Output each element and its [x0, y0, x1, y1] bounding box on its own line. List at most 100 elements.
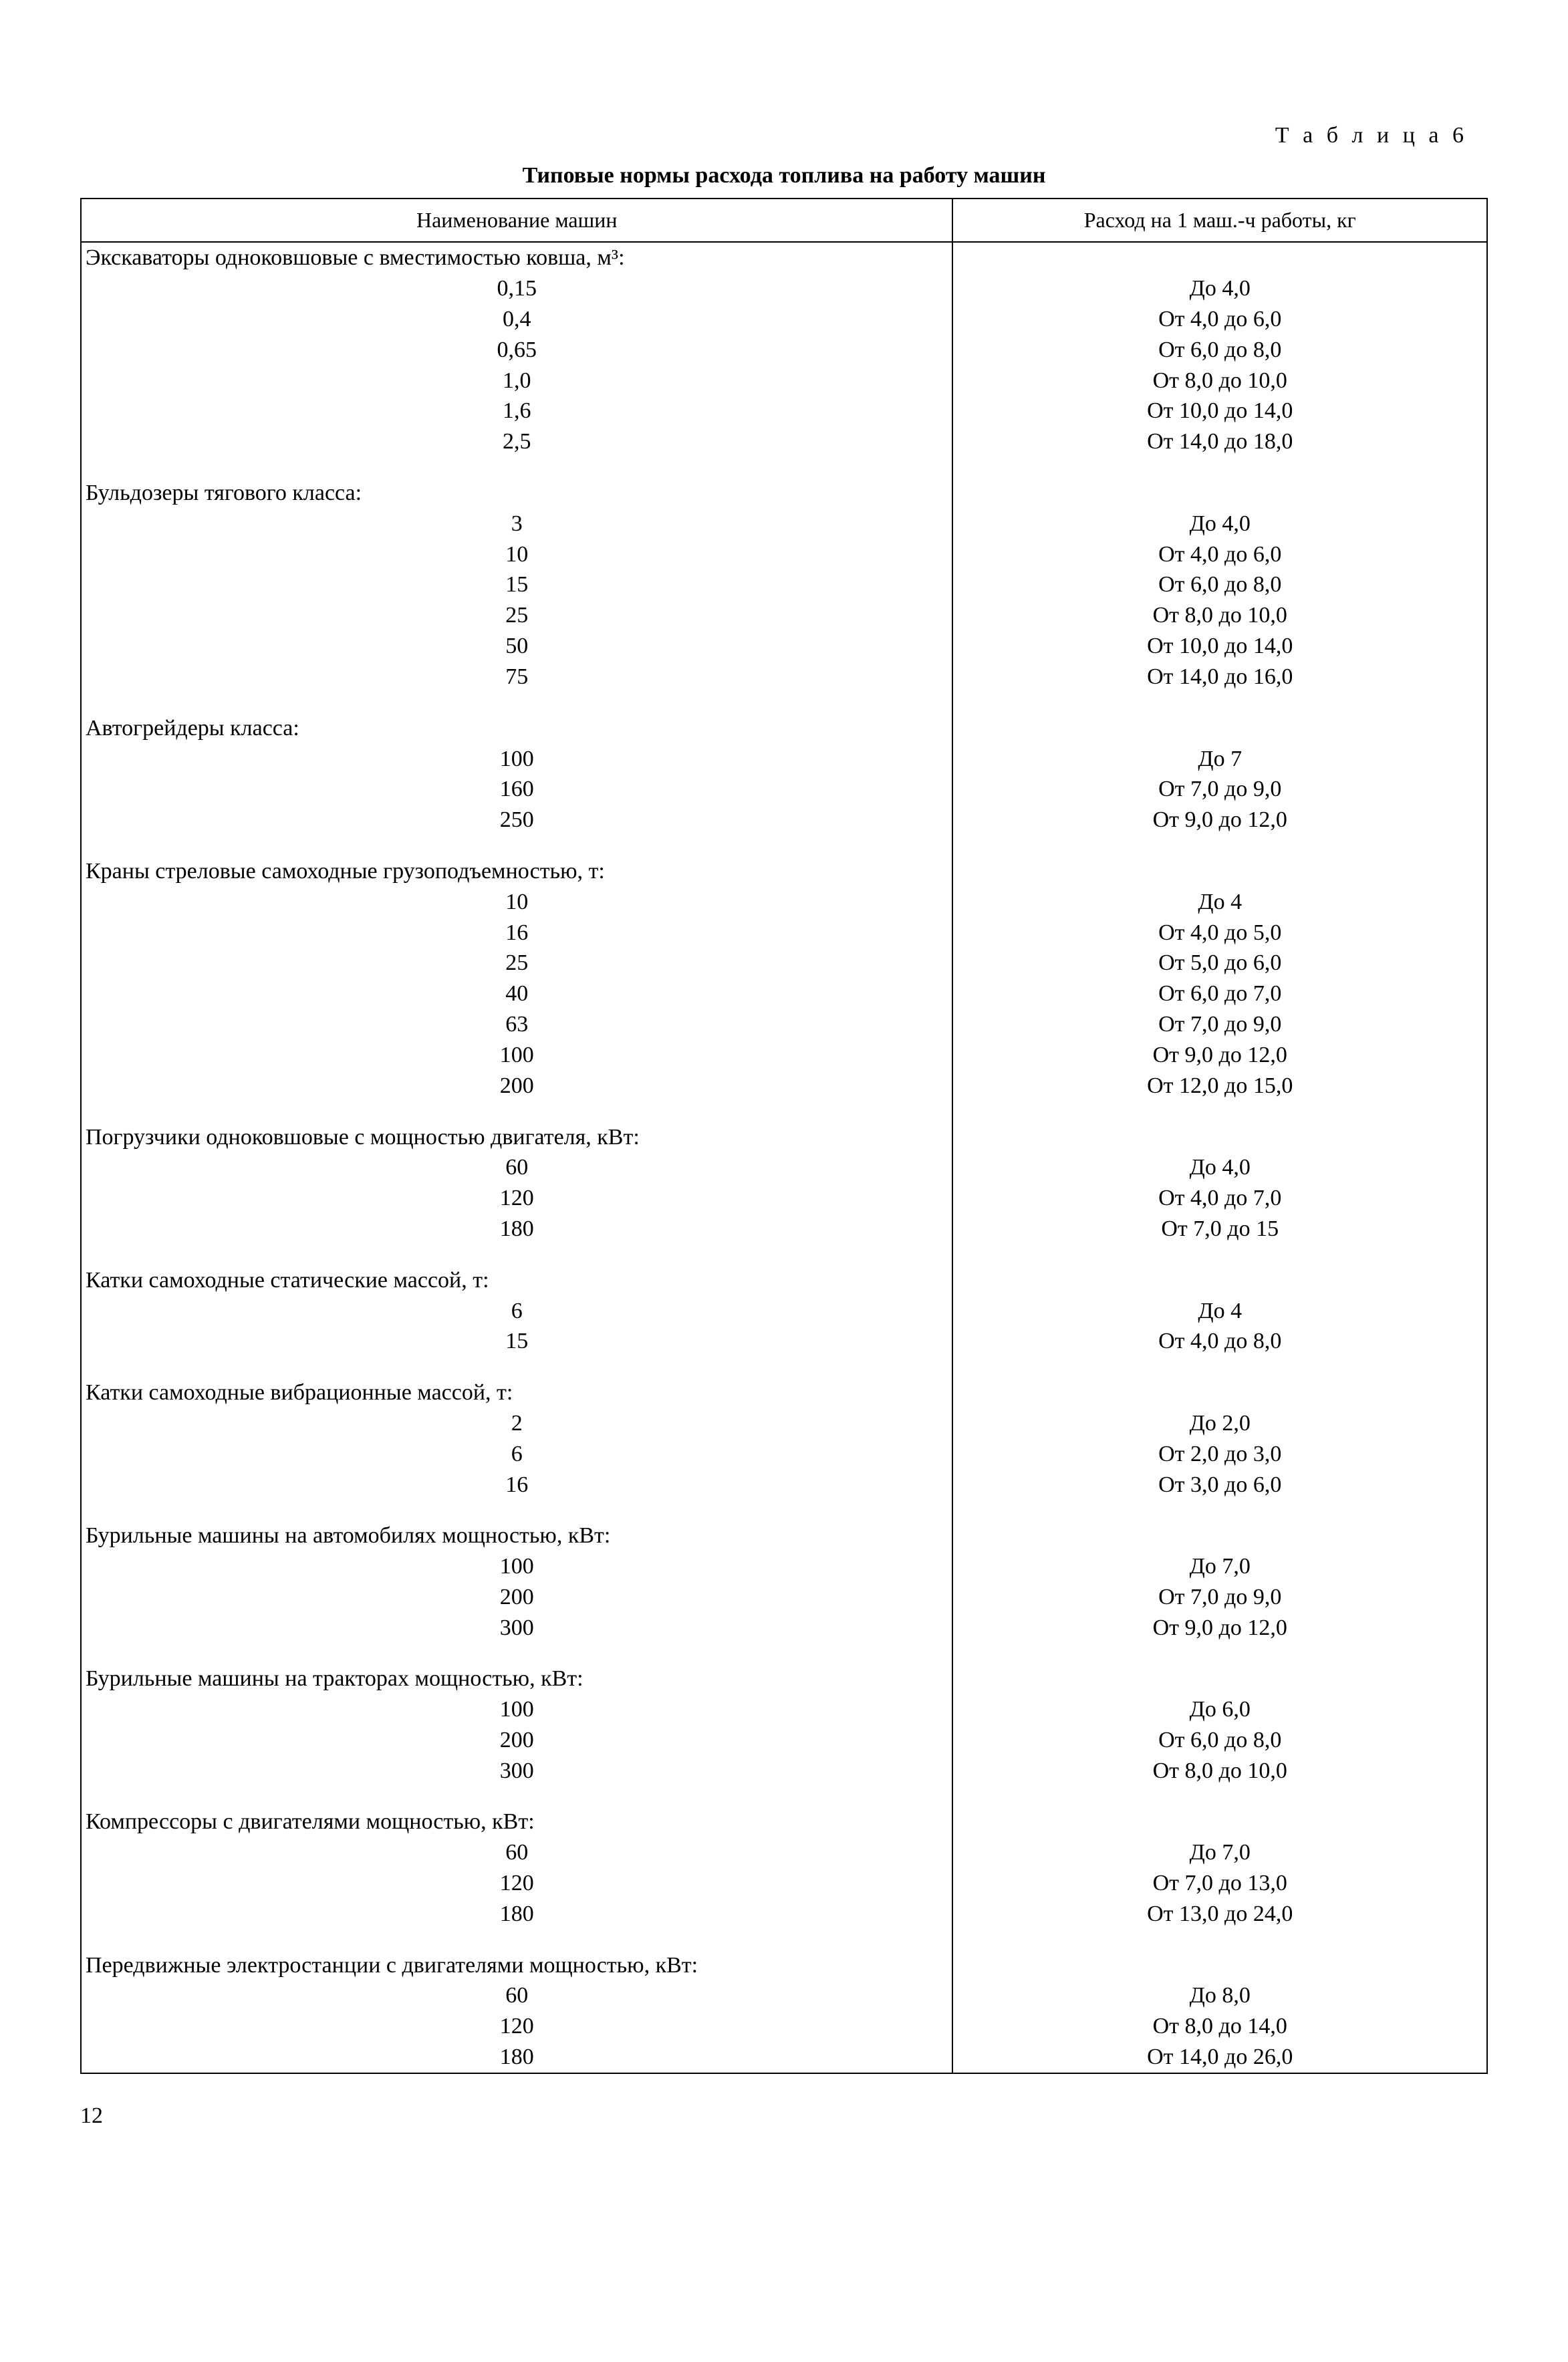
param-value: 6 — [82, 1439, 952, 1470]
consumption-value: От 14,0 до 26,0 — [953, 2042, 1486, 2073]
consumption-value: От 6,0 до 8,0 — [953, 1725, 1486, 1756]
group-spacer — [82, 1930, 952, 1950]
consumption-value: До 7,0 — [953, 1837, 1486, 1868]
consumption-value: От 4,0 до 7,0 — [953, 1183, 1486, 1214]
group-spacer — [82, 692, 952, 713]
blank-line — [953, 1265, 1486, 1296]
consumption-value: До 6,0 — [953, 1694, 1486, 1725]
blank-line — [953, 1950, 1486, 1981]
consumption-value: До 2,0 — [953, 1408, 1486, 1439]
param-value: 10 — [82, 887, 952, 918]
consumption-value: От 7,0 до 9,0 — [953, 1582, 1486, 1613]
fuel-norms-table: Наименование машин Расход на 1 маш.-ч ра… — [80, 198, 1488, 2074]
blank-line — [953, 1521, 1486, 1551]
param-value: 200 — [82, 1071, 952, 1101]
consumption-value: От 9,0 до 12,0 — [953, 1613, 1486, 1644]
group-spacer — [82, 1101, 952, 1122]
group-heading: Экскаваторы одноковшовые с вместимостью … — [82, 243, 952, 273]
param-value: 120 — [82, 1183, 952, 1214]
right-column-body: До 4,0От 4,0 до 6,0От 6,0 до 8,0От 8,0 д… — [952, 242, 1487, 2073]
consumption-value: От 12,0 до 15,0 — [953, 1071, 1486, 1101]
blank-line — [953, 243, 1486, 273]
page-number: 12 — [80, 2101, 1488, 2131]
blank-line — [953, 1122, 1486, 1153]
param-value: 0,15 — [82, 273, 952, 304]
group-heading: Погрузчики одноковшовые с мощностью двиг… — [82, 1122, 952, 1153]
param-value: 63 — [82, 1009, 952, 1040]
blank-line — [953, 478, 1486, 509]
group-heading: Передвижные электростанции с двигателями… — [82, 1950, 952, 1981]
group-heading: Бульдозеры тягового класса: — [82, 478, 952, 509]
consumption-value: От 7,0 до 9,0 — [953, 774, 1486, 805]
consumption-value: От 6,0 до 8,0 — [953, 569, 1486, 600]
group-heading: Компрессоры с двигателями мощностью, кВт… — [82, 1807, 952, 1837]
consumption-value: От 13,0 до 24,0 — [953, 1899, 1486, 1930]
group-heading: Катки самоходные вибрационные массой, т: — [82, 1377, 952, 1408]
param-value: 6 — [82, 1296, 952, 1327]
left-column-body: Экскаваторы одноковшовые с вместимостью … — [81, 242, 952, 2073]
param-value: 0,4 — [82, 304, 952, 335]
consumption-value: От 10,0 до 14,0 — [953, 631, 1486, 662]
consumption-value: От 8,0 до 10,0 — [953, 600, 1486, 631]
consumption-value: От 4,0 до 6,0 — [953, 304, 1486, 335]
blank-line — [953, 1664, 1486, 1694]
consumption-value: До 4 — [953, 887, 1486, 918]
param-value: 180 — [82, 1899, 952, 1930]
group-spacer — [953, 1500, 1486, 1521]
param-value: 300 — [82, 1613, 952, 1644]
param-value: 250 — [82, 805, 952, 835]
consumption-value: От 2,0 до 3,0 — [953, 1439, 1486, 1470]
group-spacer — [953, 1244, 1486, 1265]
param-value: 16 — [82, 918, 952, 948]
group-heading: Катки самоходные статические массой, т: — [82, 1265, 952, 1296]
consumption-value: От 8,0 до 10,0 — [953, 1756, 1486, 1787]
param-value: 160 — [82, 774, 952, 805]
group-spacer — [953, 1787, 1486, 1807]
param-value: 180 — [82, 1214, 952, 1244]
consumption-value: До 4,0 — [953, 509, 1486, 539]
consumption-value: От 4,0 до 8,0 — [953, 1326, 1486, 1357]
column-header-consumption: Расход на 1 маш.-ч работы, кг — [952, 199, 1487, 242]
consumption-value: От 5,0 до 6,0 — [953, 948, 1486, 978]
param-value: 1,0 — [82, 366, 952, 396]
group-spacer — [953, 457, 1486, 478]
consumption-value: От 4,0 до 6,0 — [953, 539, 1486, 570]
consumption-value: От 4,0 до 5,0 — [953, 918, 1486, 948]
param-value: 180 — [82, 2042, 952, 2073]
consumption-value: До 4 — [953, 1296, 1486, 1327]
consumption-value: От 14,0 до 16,0 — [953, 662, 1486, 692]
param-value: 2,5 — [82, 426, 952, 457]
group-spacer — [82, 1244, 952, 1265]
consumption-value: От 6,0 до 8,0 — [953, 335, 1486, 366]
group-heading: Автогрейдеры класса: — [82, 713, 952, 744]
blank-line — [953, 713, 1486, 744]
blank-line — [953, 1377, 1486, 1408]
consumption-value: До 7,0 — [953, 1551, 1486, 1582]
param-value: 60 — [82, 1152, 952, 1183]
param-value: 15 — [82, 569, 952, 600]
consumption-value: От 8,0 до 10,0 — [953, 366, 1486, 396]
group-spacer — [82, 1357, 952, 1377]
param-value: 60 — [82, 1980, 952, 2011]
param-value: 100 — [82, 1694, 952, 1725]
param-value: 40 — [82, 978, 952, 1009]
param-value: 60 — [82, 1837, 952, 1868]
param-value: 100 — [82, 744, 952, 775]
group-heading: Краны стреловые самоходные грузоподъемно… — [82, 856, 952, 887]
consumption-value: От 14,0 до 18,0 — [953, 426, 1486, 457]
param-value: 16 — [82, 1470, 952, 1500]
consumption-value: От 10,0 до 14,0 — [953, 396, 1486, 426]
group-spacer — [82, 1500, 952, 1521]
consumption-value: До 4,0 — [953, 273, 1486, 304]
group-spacer — [82, 457, 952, 478]
param-value: 120 — [82, 1868, 952, 1899]
group-heading: Бурильные машины на автомобилях мощность… — [82, 1521, 952, 1551]
param-value: 0,65 — [82, 335, 952, 366]
param-value: 100 — [82, 1551, 952, 1582]
group-spacer — [82, 1787, 952, 1807]
group-spacer — [953, 835, 1486, 856]
param-value: 100 — [82, 1040, 952, 1071]
param-value: 50 — [82, 631, 952, 662]
consumption-value: От 7,0 до 15 — [953, 1214, 1486, 1244]
group-heading: Бурильные машины на тракторах мощностью,… — [82, 1664, 952, 1694]
